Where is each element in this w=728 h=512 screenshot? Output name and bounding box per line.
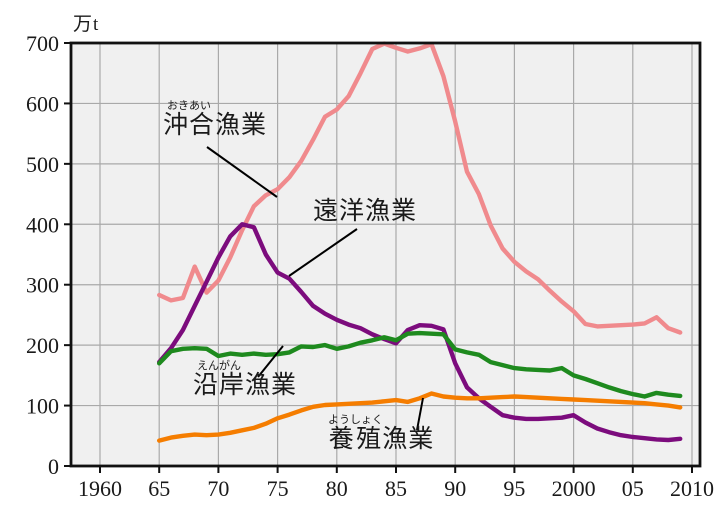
x-tick-label: 1960: [78, 476, 122, 501]
y-tick-label: 0: [48, 454, 59, 479]
x-tick-label: 80: [326, 476, 348, 501]
series-line-distant-water-fishery: [156, 222, 683, 443]
y-tick-label: 100: [26, 394, 59, 419]
series-label-offshore-fishery: 沖合おきあい漁業: [163, 100, 268, 139]
y-tick-label: 200: [26, 333, 59, 358]
x-tick-label: 95: [503, 476, 525, 501]
tick-labels: 1960 65 70 75 80 85 90 95 2000 05 2010 0 100 200 300 40…: [26, 31, 714, 501]
x-tick-label: 2010: [670, 476, 714, 501]
plot-frame: [69, 41, 702, 468]
y-tick-label: 300: [26, 273, 59, 298]
annotation-lines: [206, 146, 424, 431]
series-label-coastal-fishery: 沿岸えんがん漁業: [193, 360, 298, 399]
annotation-line-distant-water-fishery: [288, 228, 358, 277]
x-tick-label: 85: [385, 476, 407, 501]
x-tick-label: 05: [622, 476, 644, 501]
annotation-line-aquaculture-fishery: [416, 397, 424, 431]
annotation-line-offshore-fishery: [206, 146, 278, 198]
series-line-offshore-fishery: [156, 41, 683, 335]
series-lines: [156, 41, 683, 443]
series-label-aquaculture-fishery: 養殖ようしょく漁業: [328, 414, 435, 453]
x-tick-label: 2000: [552, 476, 596, 501]
series-line-aquaculture-fishery: [156, 391, 683, 443]
y-axis-unit-label: 万t: [73, 14, 100, 35]
annotation-line-coastal-fishery: [257, 345, 284, 378]
y-tick-label: 600: [26, 91, 59, 116]
x-tick-label: 65: [148, 476, 170, 501]
x-tick-label: 90: [444, 476, 466, 501]
x-tick-label: 70: [207, 476, 229, 501]
series-line-coastal-fishery: [156, 330, 683, 399]
plot-area: [71, 43, 700, 466]
series-label-distant-water-fishery: 遠洋漁業: [313, 197, 418, 225]
tick-marks: [64, 42, 693, 473]
y-tick-label: 500: [26, 152, 59, 177]
x-tick-label: 75: [267, 476, 289, 501]
gridlines: [71, 43, 700, 466]
y-tick-label: 700: [26, 31, 59, 56]
y-tick-label: 400: [26, 212, 59, 237]
